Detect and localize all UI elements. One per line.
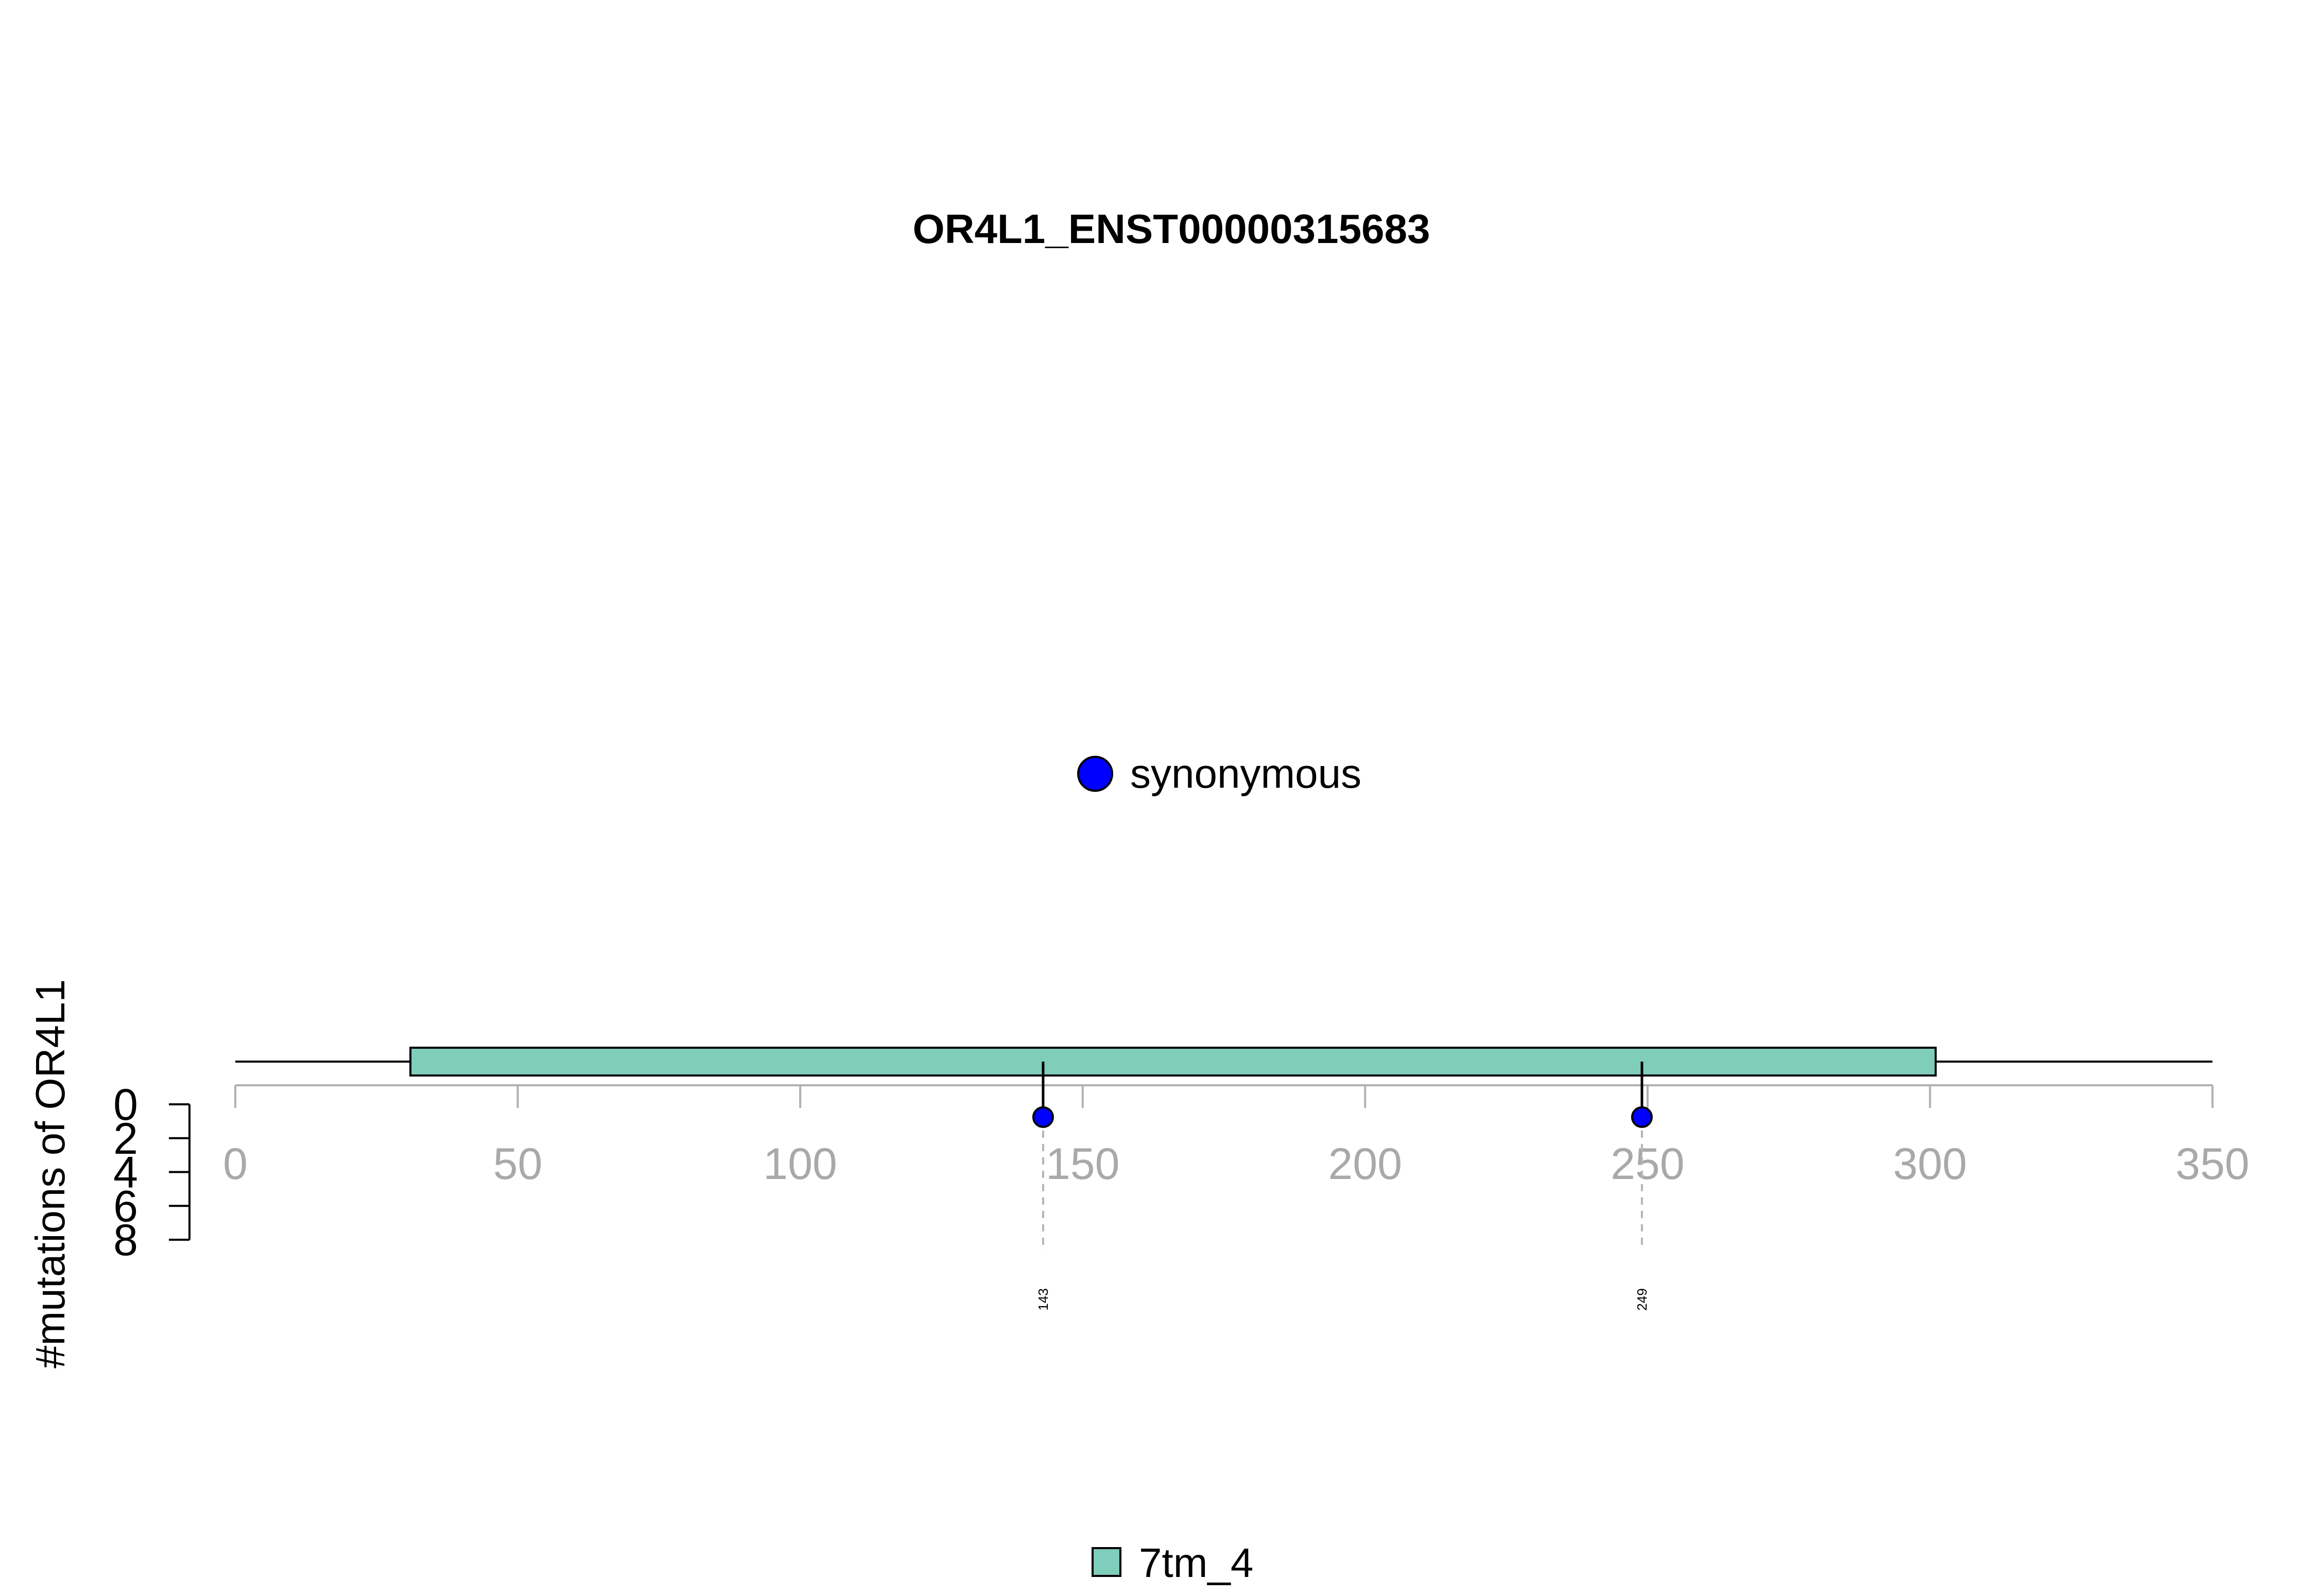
mutation-point: [1032, 1106, 1054, 1128]
mutation-lollipops: 143 249: [1032, 1062, 1653, 1311]
domain-legend: 7tm_4: [1092, 1540, 1253, 1586]
mutation-position-label: 249: [1634, 1288, 1650, 1310]
y-tick-label: 2: [113, 1114, 138, 1164]
x-axis: 0 50 100 150 200 250 300 350: [223, 1084, 2250, 1189]
mutation-legend: synonymous: [1077, 751, 1361, 796]
y-tick-label: 0: [113, 1080, 138, 1130]
legend-label-synonymous: synonymous: [1130, 751, 1361, 796]
y-axis-label: #mutations of OR4L1: [27, 979, 73, 1368]
legend-swatch-7tm_4: [1092, 1547, 1121, 1577]
protein-track: [235, 1047, 2212, 1077]
x-tick-label: 350: [2175, 1139, 2250, 1189]
domain-7tm_4: [409, 1047, 1937, 1077]
mutation-point: [1631, 1106, 1653, 1128]
chart-title: OR4L1_ENST00000315683: [912, 206, 1430, 252]
x-tick-label: 200: [1328, 1139, 1403, 1189]
y-tick-label: 8: [113, 1216, 138, 1265]
mutation-position-label: 143: [1035, 1288, 1051, 1310]
x-tick-label: 300: [1893, 1139, 1967, 1189]
x-tick-label: 250: [1611, 1139, 1685, 1189]
legend-marker-synonymous: [1077, 756, 1113, 792]
x-tick-label: 0: [223, 1139, 248, 1189]
y-tick-label: 4: [113, 1148, 138, 1198]
x-tick-label: 100: [763, 1139, 837, 1189]
y-tick-label: 6: [113, 1182, 138, 1231]
legend-label-7tm_4: 7tm_4: [1139, 1540, 1253, 1586]
x-tick-label: 150: [1046, 1139, 1120, 1189]
x-tick-label: 50: [493, 1139, 543, 1189]
